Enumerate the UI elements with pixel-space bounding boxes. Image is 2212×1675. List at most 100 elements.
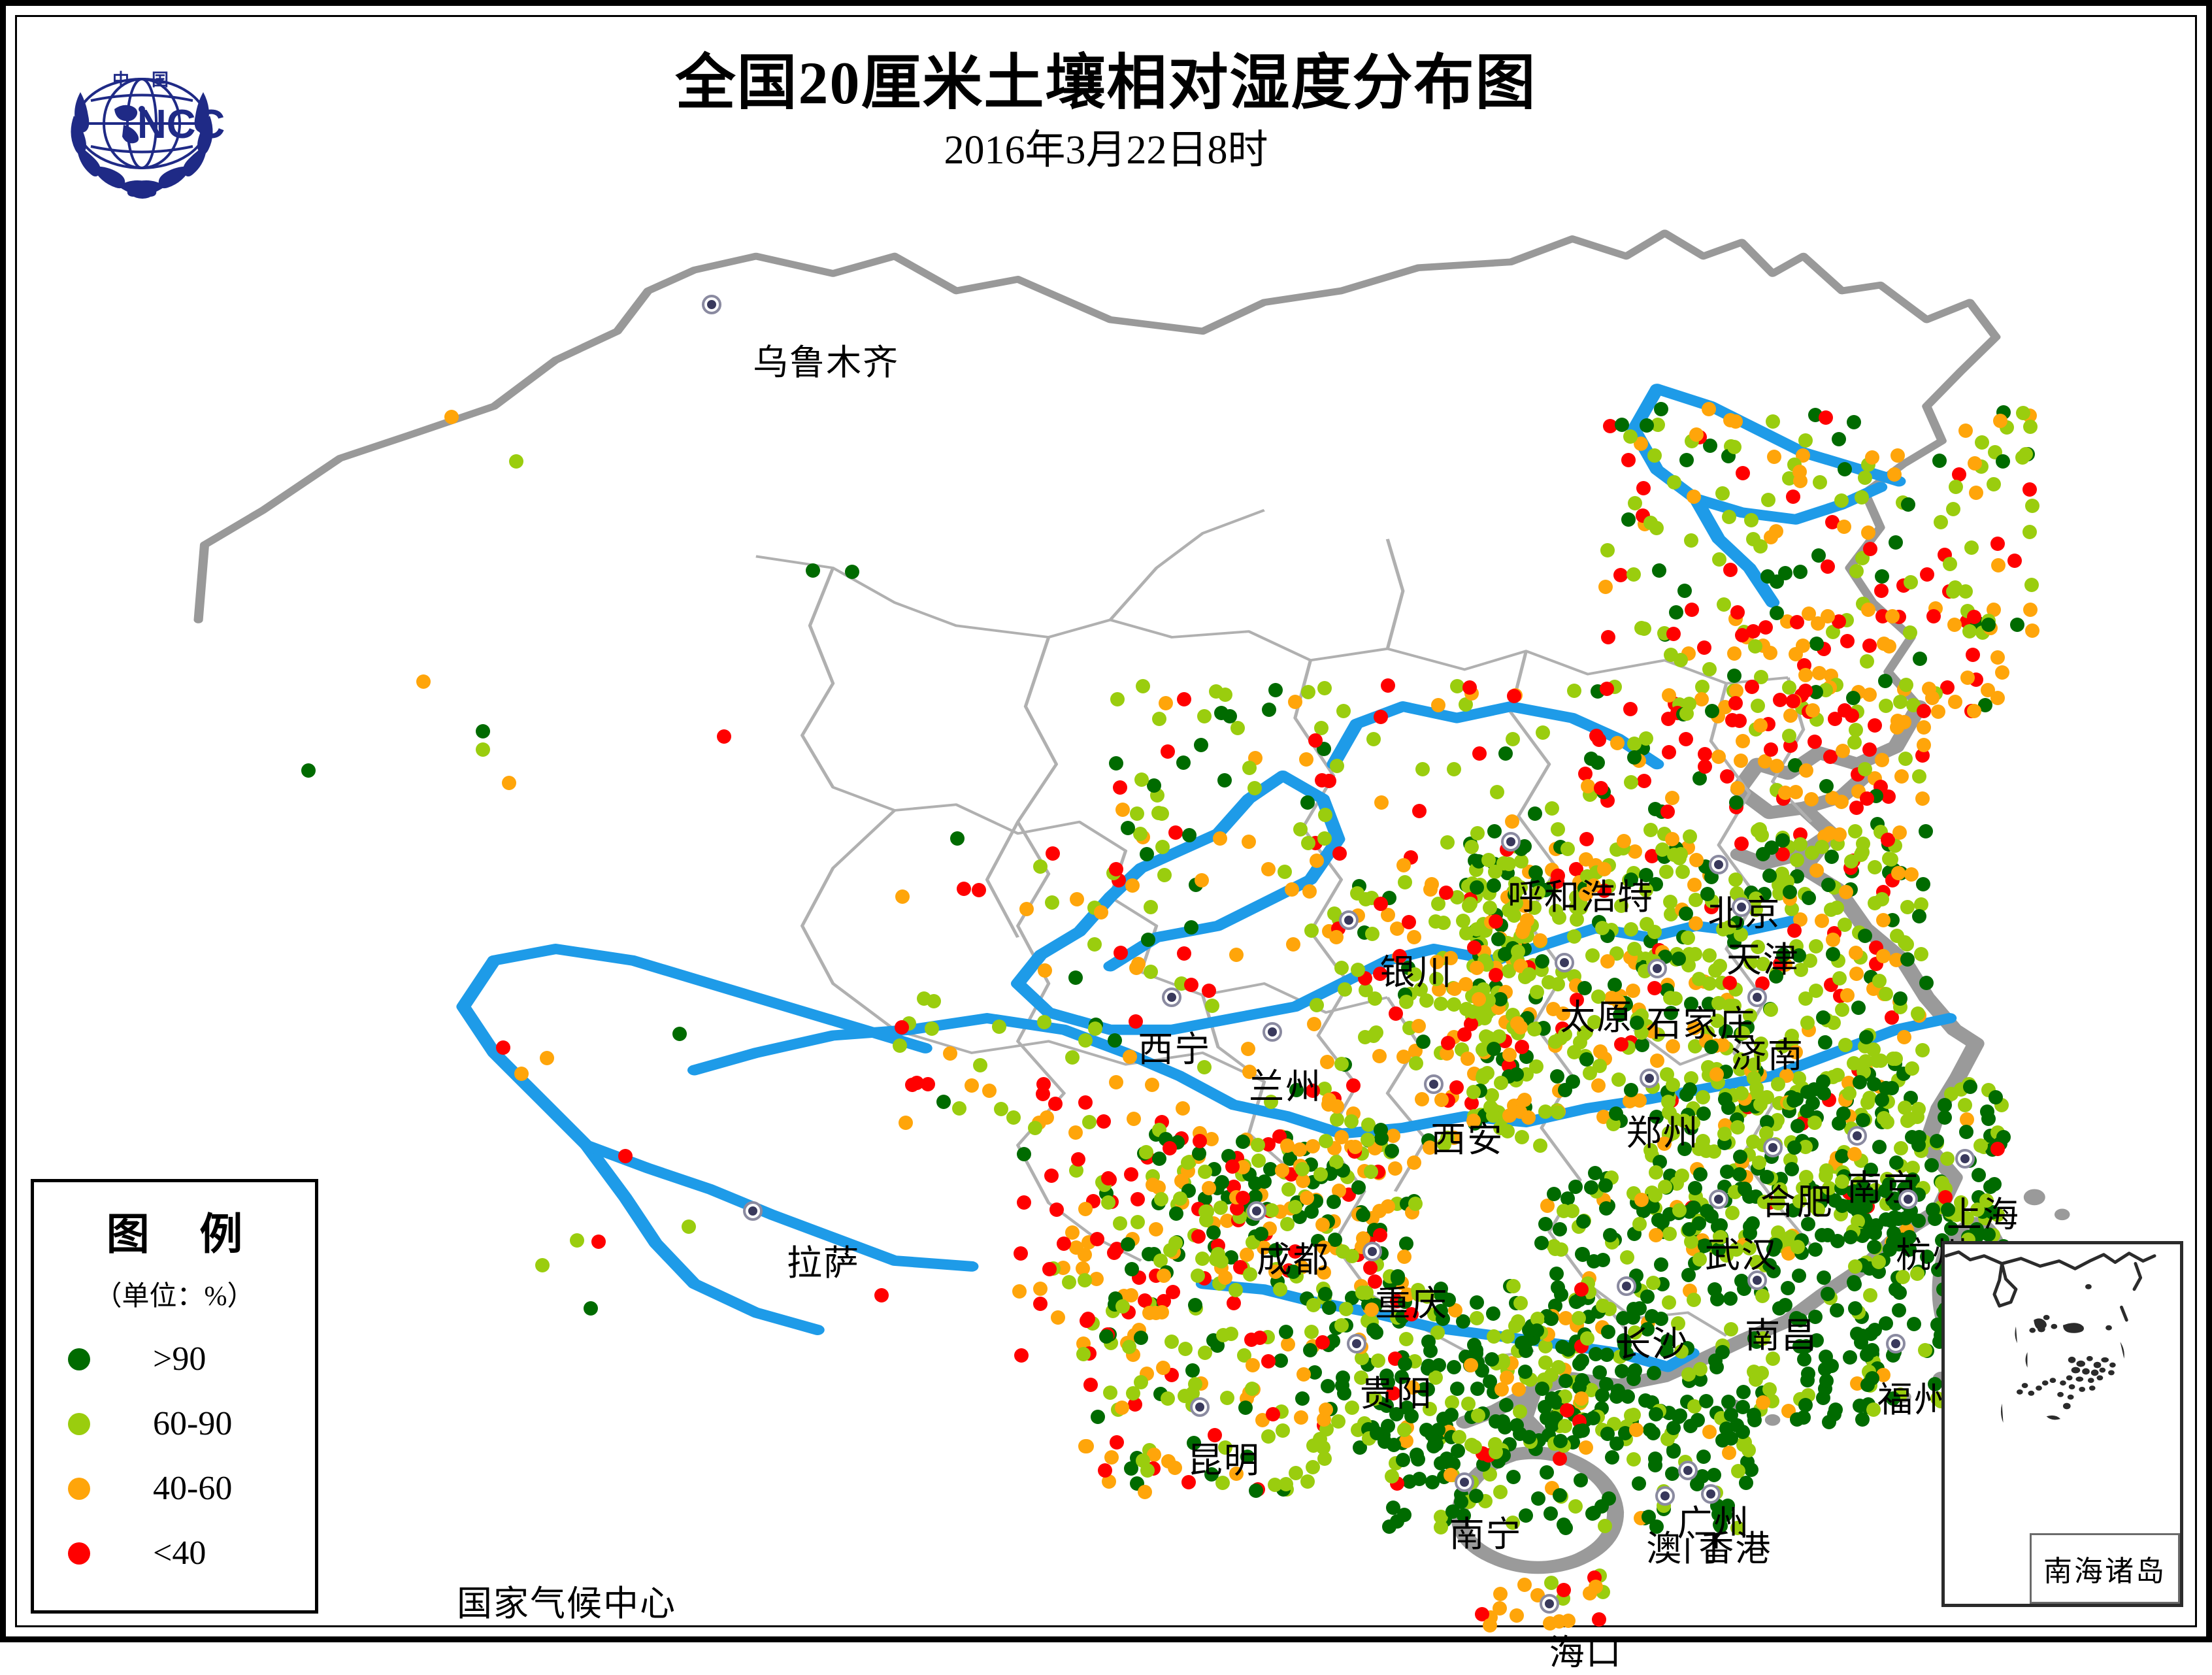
station-dot [1990, 1141, 2006, 1156]
station-dot [1821, 878, 1836, 892]
station-dot [2007, 553, 2022, 568]
city-marker-合肥[interactable] [1762, 1137, 1783, 1157]
station-dot [1399, 1236, 1414, 1251]
station-dot [1261, 1353, 1276, 1368]
station-dot [1500, 1329, 1515, 1344]
station-dot [1065, 1050, 1080, 1065]
station-dot [1317, 681, 1332, 696]
station-dot [1862, 541, 1877, 556]
city-marker-南京[interactable] [1847, 1126, 1868, 1146]
city-marker-贵阳[interactable] [1347, 1334, 1367, 1353]
station-dot [1632, 1217, 1647, 1232]
station-dot [1898, 678, 1913, 693]
station-dot [1081, 1115, 1097, 1129]
station-dot [1788, 757, 1803, 772]
city-marker-南宁[interactable] [1455, 1472, 1475, 1492]
city-marker-长沙[interactable] [1616, 1276, 1636, 1296]
station-dot [1991, 558, 2006, 573]
city-marker-北京[interactable] [1709, 854, 1729, 874]
station-dot [2009, 617, 2024, 632]
station-dot [1192, 1133, 1207, 1148]
station-dot [1807, 735, 1822, 750]
station-dot [1665, 832, 1680, 847]
station-dot [1792, 464, 1807, 479]
station-dot [1857, 761, 1872, 776]
station-dot [1651, 563, 1666, 578]
station-dot [956, 881, 971, 896]
city-marker-石家庄[interactable] [1647, 958, 1667, 978]
station-dot [1647, 924, 1662, 939]
station-dot [1077, 1272, 1092, 1287]
station-dot [1122, 1050, 1137, 1065]
station-dot [1046, 846, 1061, 861]
city-marker-拉萨[interactable] [743, 1201, 763, 1221]
city-marker-济南[interactable] [1747, 987, 1767, 1007]
station-dot [1510, 944, 1525, 959]
station-dot [1930, 705, 1945, 720]
city-marker-昆明[interactable] [1189, 1397, 1210, 1418]
station-dot [1917, 737, 1932, 752]
station-dot [1583, 1180, 1598, 1195]
station-dot [1374, 795, 1389, 810]
station-dot [1547, 1394, 1562, 1409]
city-marker-福州[interactable] [1886, 1334, 1906, 1353]
station-dot [1890, 448, 1906, 463]
station-dot [1507, 688, 1522, 703]
station-dot [1847, 735, 1862, 750]
station-dot [1878, 674, 1893, 689]
city-marker-西安[interactable] [1424, 1074, 1444, 1094]
city-marker-杭州[interactable] [1898, 1189, 1918, 1210]
station-dot [1771, 877, 1786, 892]
station-dot [1745, 623, 1760, 638]
station-dot [1647, 1458, 1662, 1473]
station-dot [1639, 418, 1654, 433]
city-label-兰州: 兰州 [1249, 1067, 1323, 1106]
station-dot [1848, 824, 1863, 839]
station-dot [1831, 1116, 1846, 1131]
city-marker-呼和浩特[interactable] [1500, 831, 1521, 852]
station-dot [1715, 1433, 1730, 1448]
city-marker-乌鲁木齐[interactable] [701, 295, 721, 314]
station-dot [1551, 822, 1566, 837]
station-dot [1114, 1400, 1129, 1415]
station-dot [1733, 1149, 1748, 1164]
station-dot [1748, 891, 1763, 906]
station-dot [1880, 832, 1895, 847]
station-dot [2025, 499, 2040, 514]
station-dot [1302, 884, 1317, 899]
station-dot [1549, 1069, 1564, 1084]
station-dot [1037, 963, 1052, 978]
station-dot [1698, 759, 1713, 774]
station-dot [1515, 924, 1530, 939]
station-dot [1472, 746, 1487, 761]
station-dot [1518, 1335, 1533, 1350]
station-dot [1620, 1389, 1635, 1404]
station-dot [1536, 725, 1551, 740]
station-dot [1901, 497, 1915, 512]
station-dot [1368, 1025, 1383, 1040]
city-marker-海口[interactable] [1539, 1593, 1559, 1614]
city-marker-南昌[interactable] [1747, 1270, 1767, 1290]
station-dot [895, 889, 910, 904]
station-dot [1775, 1039, 1790, 1054]
station-dot [1730, 1119, 1745, 1135]
city-marker-银川[interactable] [1339, 910, 1359, 930]
station-dot [1818, 1035, 1833, 1050]
city-marker-重庆[interactable] [1362, 1241, 1382, 1261]
inset-label-box: 南海诸岛 [2030, 1533, 2180, 1604]
station-dot [1136, 679, 1151, 694]
station-dot [1373, 897, 1388, 912]
city-marker-兰州[interactable] [1262, 1022, 1282, 1042]
station-dot [1197, 1060, 1212, 1075]
station-dot [1730, 605, 1745, 620]
station-dot [1140, 933, 1155, 948]
station-dot [1866, 1042, 1881, 1057]
station-dot [1808, 407, 1823, 422]
city-marker-成都[interactable] [1246, 1201, 1266, 1221]
city-marker-澳门[interactable] [1655, 1486, 1675, 1506]
city-label-武汉: 武汉 [1704, 1235, 1778, 1275]
city-marker-香港[interactable] [1701, 1484, 1721, 1504]
city-marker-郑州[interactable] [1640, 1068, 1659, 1088]
station-dot [1786, 694, 1801, 709]
station-dot [1664, 1006, 1679, 1021]
